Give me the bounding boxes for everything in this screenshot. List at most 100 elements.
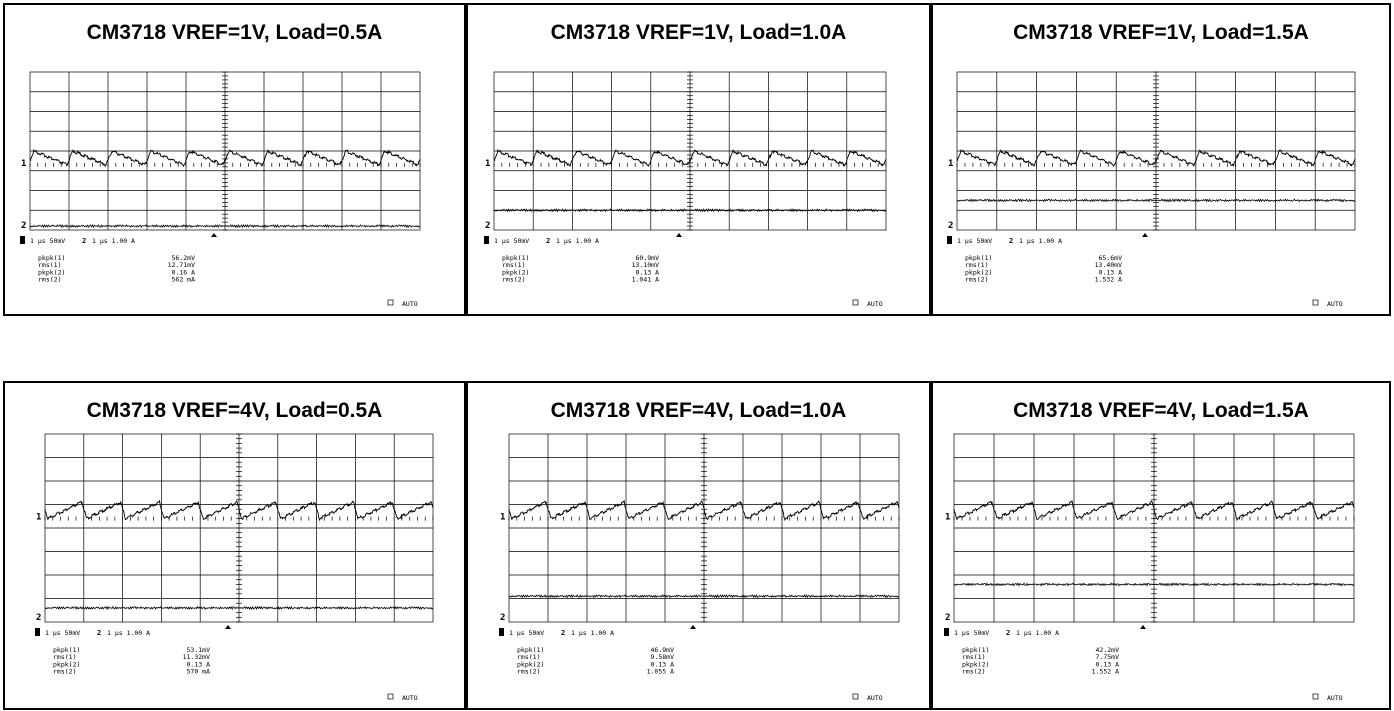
auto-checkbox <box>852 299 859 306</box>
ripple-trace <box>44 499 434 522</box>
measurement-label: rms(1) <box>517 653 540 661</box>
graticule <box>508 433 900 623</box>
ch1-setting: 1 μs 50mV <box>957 237 992 245</box>
measurement-value: 0.13 A <box>187 660 211 668</box>
ch2-label: 2 <box>546 237 550 245</box>
measurement-label: pkpk(2) <box>502 268 529 276</box>
measurement-value: 13.40mV <box>1095 261 1122 269</box>
ch1-setting: 1 μs 50mV <box>45 629 80 637</box>
scope-panel: CM3718 VREF=1V, Load=1.5A 1 2 1 μs 50mV 2 1 μ… <box>931 3 1391 316</box>
scope-panel: CM3718 VREF=4V, Load=1.5A 1 2 1 μs 50mV 2 1 μ… <box>931 381 1391 710</box>
ripple-trace <box>956 149 1356 168</box>
measurement-label: rms(2) <box>965 276 988 284</box>
graticule <box>29 71 421 231</box>
measurement-label: pkpk(1) <box>502 254 529 262</box>
measurement-value: 65.6mV <box>1099 254 1123 262</box>
ch1-marker: 1 <box>500 513 505 523</box>
trigger-marker <box>1140 625 1146 629</box>
measurement-label: rms(2) <box>38 276 61 284</box>
ch2-setting: 1 μs 1.00 A <box>1019 237 1062 245</box>
ch2-setting: 1 μs 1.00 A <box>1016 629 1059 637</box>
current-trace <box>493 208 887 213</box>
scope-display: 1 2 1 μs 50mV 2 1 μs 1.00 A pkpk(1) 46.9mV rms(… <box>499 433 900 702</box>
measurement-value: 56.2mV <box>172 254 196 262</box>
mode-label: AUTO <box>402 694 418 702</box>
ch1-marker: 1 <box>945 513 950 523</box>
measurement-label: pkpk(1) <box>38 254 65 262</box>
panel-title: CM3718 VREF=4V, Load=1.0A <box>550 399 847 422</box>
measurement-value: 60.9mV <box>636 254 660 262</box>
trigger-marker <box>225 625 231 629</box>
measurement-label: rms(1) <box>502 261 525 269</box>
scope-panel: CM3718 VREF=1V, Load=0.5A 1 2 1 μs 50mV 2 1 μ… <box>3 3 466 316</box>
measurement-label: pkpk(2) <box>53 660 80 668</box>
ch2-marker: 2 <box>36 613 41 623</box>
ch2-marker: 2 <box>500 613 505 623</box>
scope-display: 1 2 1 μs 50mV 2 1 μs 1.00 A pkpk(1) 42.2mV rms(… <box>944 433 1355 702</box>
measurement-value: 0.13 A <box>651 660 675 668</box>
measurement-label: pkpk(1) <box>965 254 992 262</box>
ch1-setting: 1 μs 50mV <box>954 629 989 637</box>
current-trace <box>953 582 1355 587</box>
ch2-label: 2 <box>1006 629 1010 637</box>
trigger-marker <box>690 625 696 629</box>
measurement-label: pkpk(1) <box>962 646 989 654</box>
measurement-label: pkpk(2) <box>38 268 65 276</box>
scope-display: 1 2 1 μs 50mV 2 1 μs 1.00 A pkpk(1) 60.9mV rms(… <box>484 71 887 308</box>
ripple-trace <box>29 149 421 168</box>
current-trace <box>956 198 1356 203</box>
measurement-label: pkpk(1) <box>517 646 544 654</box>
auto-checkbox <box>1312 299 1319 306</box>
measurement-value: 12.71mV <box>168 261 195 269</box>
ch1-setting: 1 μs 50mV <box>509 629 544 637</box>
ch2-label: 2 <box>97 629 101 637</box>
measurement-label: rms(2) <box>517 668 540 676</box>
ch2-marker: 2 <box>948 221 953 231</box>
ch2-marker: 2 <box>21 221 26 231</box>
scope-display: 1 2 1 μs 50mV 2 1 μs 1.00 A pkpk(1) 65.6mV rms(… <box>947 71 1356 308</box>
measurement-value: 0.13 A <box>636 268 660 276</box>
measurement-value: 46.9mV <box>651 646 675 654</box>
scope-panel: CM3718 VREF=4V, Load=0.5A 1 2 1 μs 50mV 2 1 μ… <box>3 381 466 710</box>
measurement-value: 0.13 A <box>1096 660 1120 668</box>
mode-label: AUTO <box>1327 694 1343 702</box>
ch1-indicator <box>499 628 504 636</box>
auto-checkbox <box>387 693 394 700</box>
scope-display: 1 2 1 μs 50mV 2 1 μs 1.00 A pkpk(1) 53.1mV rms(… <box>35 433 434 702</box>
ch2-setting: 1 μs 1.00 A <box>556 237 599 245</box>
measurement-label: rms(1) <box>962 653 985 661</box>
ch1-indicator <box>947 236 952 244</box>
mode-label: AUTO <box>867 300 883 308</box>
measurement-value: 11.32mV <box>183 653 210 661</box>
measurement-value: 1.532 A <box>1095 276 1122 284</box>
ch2-setting: 1 μs 1.00 A <box>107 629 150 637</box>
measurement-value: 1.552 A <box>1092 668 1119 676</box>
ch1-marker: 1 <box>36 513 41 523</box>
measurement-value: 42.2mV <box>1096 646 1120 654</box>
ch1-indicator <box>35 628 40 636</box>
ch2-setting: 1 μs 1.00 A <box>571 629 614 637</box>
ch1-marker: 1 <box>485 159 490 169</box>
trigger-marker <box>676 233 682 237</box>
measurement-value: 9.58mV <box>651 653 675 661</box>
measurement-value: 0.13 A <box>1099 268 1123 276</box>
ch2-marker: 2 <box>485 221 490 231</box>
measurement-label: rms(2) <box>962 668 985 676</box>
ch1-marker: 1 <box>948 159 953 169</box>
mode-label: AUTO <box>867 694 883 702</box>
ch1-indicator <box>944 628 949 636</box>
graticule <box>44 433 434 623</box>
graticule <box>956 71 1356 231</box>
measurement-label: rms(2) <box>502 276 525 284</box>
ch2-setting: 1 μs 1.00 A <box>92 237 135 245</box>
auto-checkbox <box>387 299 394 306</box>
measurement-label: pkpk(1) <box>53 646 80 654</box>
ch2-label: 2 <box>1009 237 1013 245</box>
ripple-trace <box>953 499 1355 522</box>
ripple-trace <box>508 499 900 522</box>
scope-display: 1 2 1 μs 50mV 2 1 μs 1.00 A pkpk(1) 56.2mV rms(… <box>20 71 421 308</box>
ch1-indicator <box>20 236 25 244</box>
measurement-label: rms(1) <box>38 261 61 269</box>
ripple-trace <box>493 149 887 168</box>
current-trace <box>44 605 434 611</box>
